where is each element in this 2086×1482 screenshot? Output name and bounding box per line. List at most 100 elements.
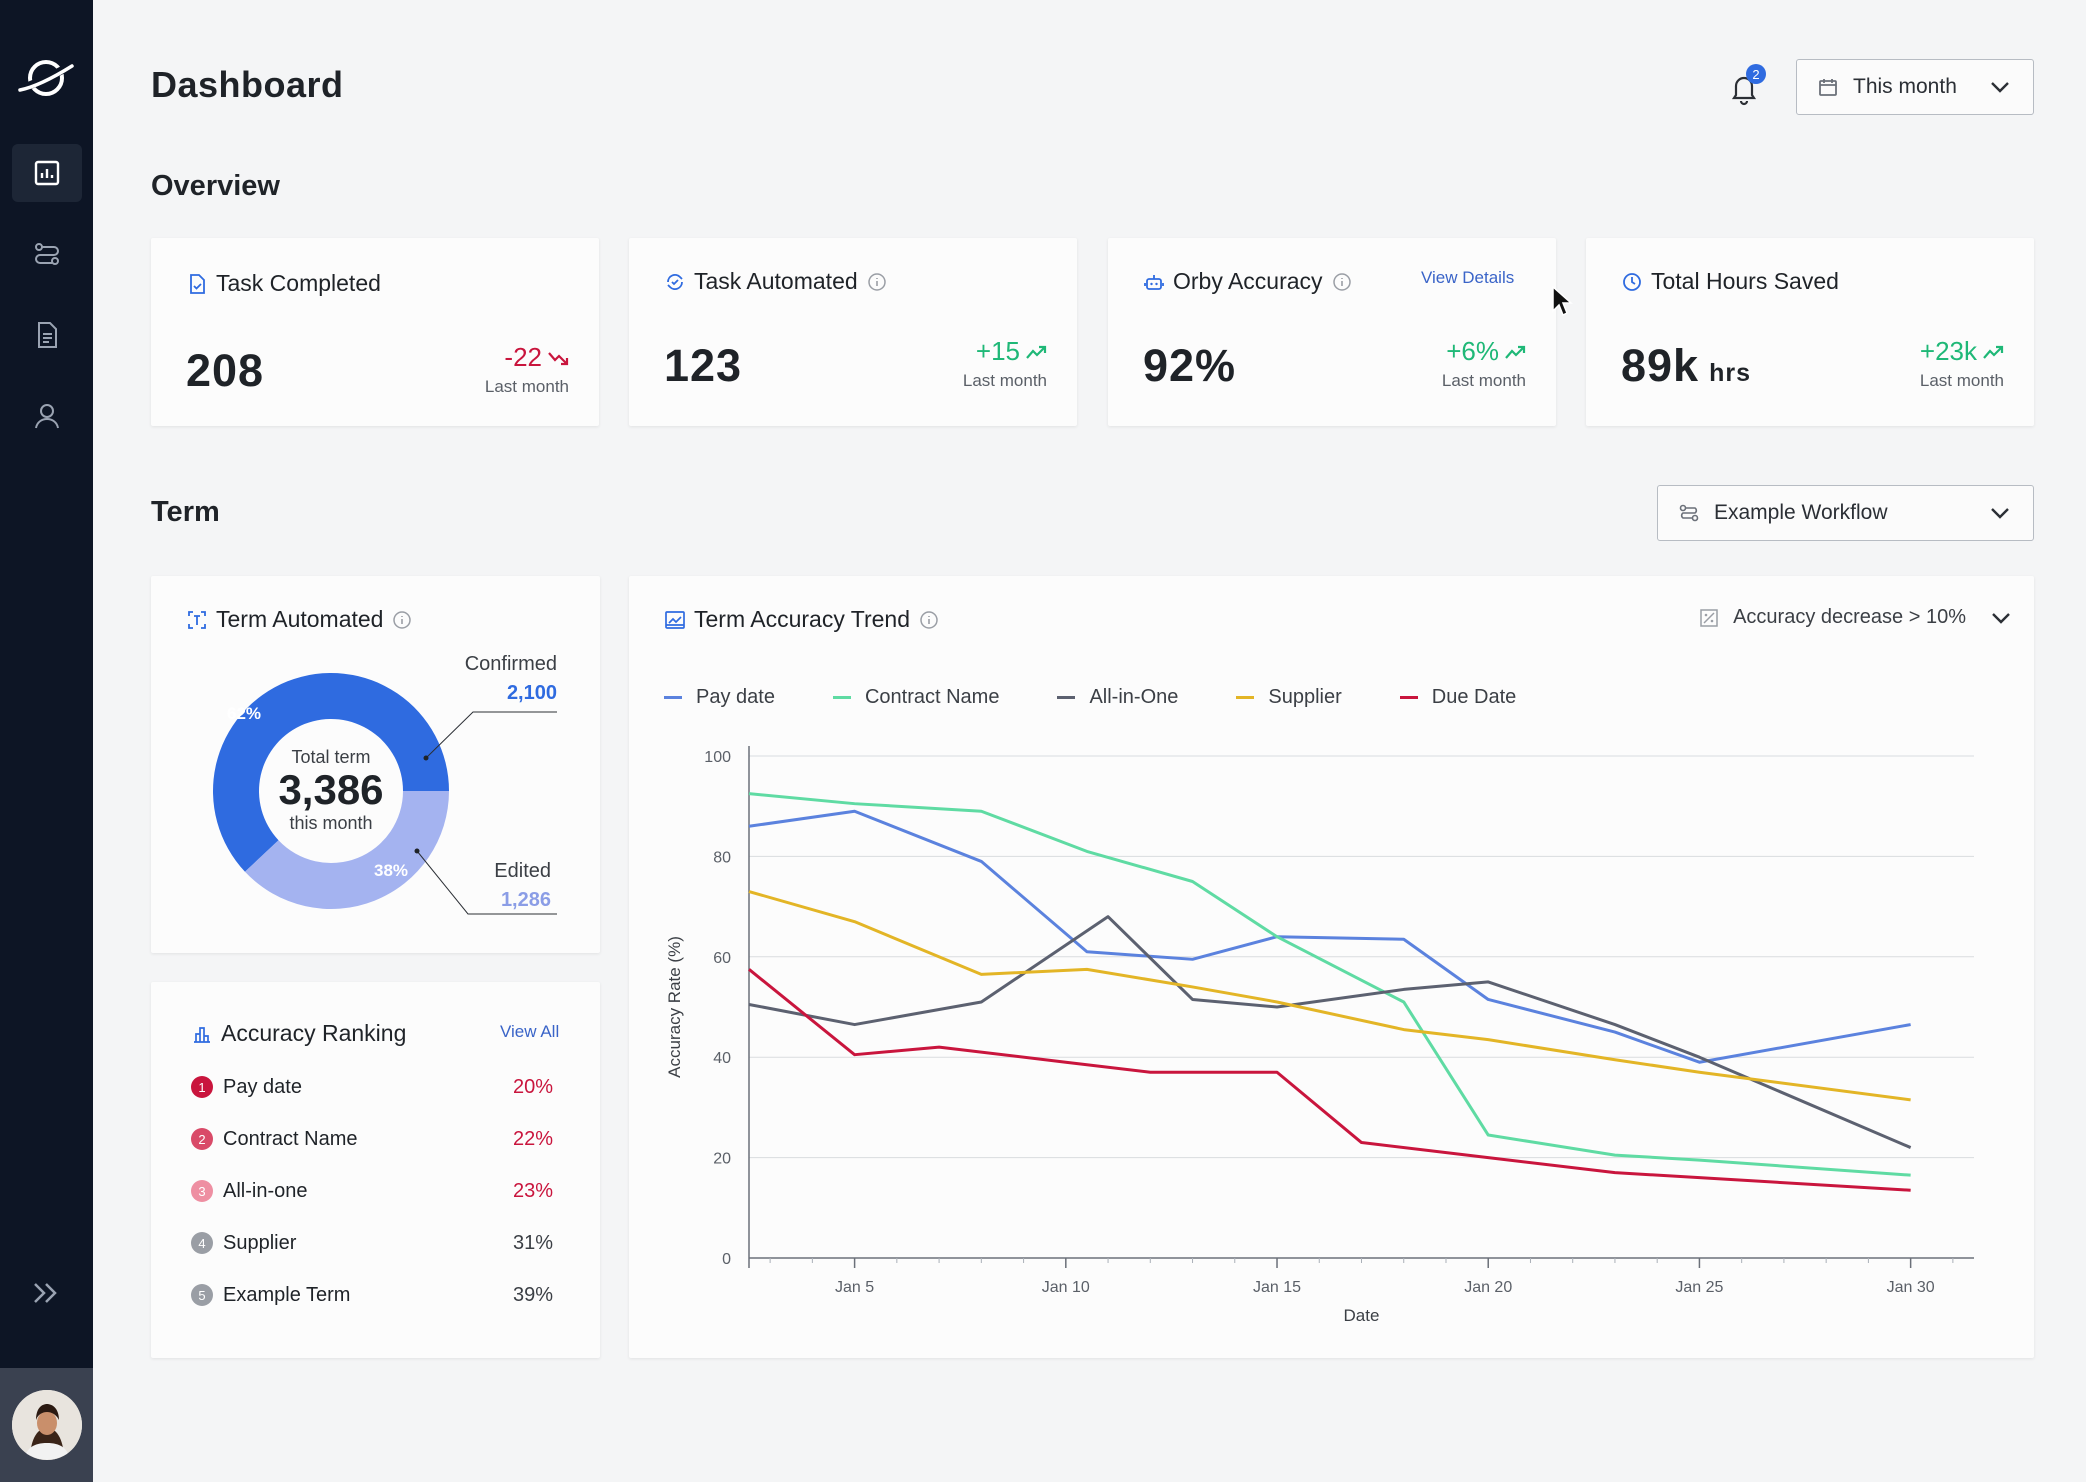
workflow-select-value: Example Workflow	[1714, 501, 1888, 524]
ranking-row[interactable]: 5 Example Term 39%	[191, 1280, 553, 1310]
legend-item[interactable]: All-in-One	[1057, 686, 1178, 709]
accuracy-filter-select[interactable]: Accuracy decrease > 10%	[1699, 606, 2012, 629]
ranking-row[interactable]: 2 Contract Name 22%	[191, 1124, 553, 1154]
clock-icon	[1623, 272, 1641, 291]
donut-slice-confirmed[interactable]	[212, 673, 449, 872]
trend-up-icon	[1026, 345, 1047, 359]
trend-down-icon	[548, 351, 569, 365]
chevron-down-icon	[1991, 82, 2009, 93]
rank-number-badge: 4	[191, 1232, 213, 1254]
nav-documents-button[interactable]	[12, 306, 82, 364]
accuracy-ranking-card: Accuracy Ranking View All 1 Pay date 20% 2 C…	[151, 982, 600, 1358]
legend-item[interactable]: Pay date	[664, 686, 775, 709]
stat-delta-label: Last month	[1919, 371, 2004, 390]
ranking-row[interactable]: 4 Supplier 31%	[191, 1228, 553, 1258]
nav-users-button[interactable]	[12, 387, 82, 445]
profile-area[interactable]	[0, 1368, 93, 1482]
rank-accuracy-pct: 23%	[512, 1179, 553, 1202]
info-icon[interactable]	[867, 272, 887, 292]
term-automated-title: Term Automated	[216, 606, 384, 632]
legend-swatch	[1057, 696, 1076, 699]
user-icon	[35, 404, 59, 429]
term-automated-donut: 62% 38% Total term 3,386 this month Conf…	[212, 653, 557, 915]
rank-term-name: Supplier	[223, 1231, 297, 1254]
y-tick-label: 40	[713, 1050, 731, 1067]
accuracy-trend-chart: 0 20 40 60 80 100 Jan 5 Jan 10 Jan 15 Jan 20 Jan 2…	[665, 746, 1974, 1325]
view-details-link[interactable]: View Details	[1421, 268, 1515, 287]
info-icon[interactable]	[392, 610, 412, 630]
y-tick-label: 0	[722, 1251, 731, 1268]
confirmed-pct-label: 62%	[227, 704, 261, 723]
workflow-icon	[35, 243, 59, 265]
line-chart-icon	[665, 610, 685, 629]
avatar[interactable]	[11, 1390, 82, 1460]
ranking-row[interactable]: 3 All-in-one 23%	[191, 1176, 553, 1206]
donut-slice-edited[interactable]	[244, 791, 449, 909]
rank-accuracy-pct: 22%	[512, 1127, 553, 1150]
period-select-value: This month	[1853, 75, 1957, 98]
edited-value: 1,286	[501, 889, 551, 911]
trend-up-icon	[1983, 345, 2004, 359]
notification-badge: 2	[1746, 64, 1766, 84]
series-line-supplier	[748, 890, 1911, 1102]
confirmed-value: 2,100	[507, 682, 557, 704]
stat-value: 123	[664, 340, 743, 391]
rank-number-badge: 3	[191, 1180, 213, 1202]
legend-swatch	[832, 696, 851, 699]
stat-unit: hrs	[1709, 359, 1751, 387]
term-automated-card: Term Automated 62% 38% Total term 3,386 …	[151, 576, 600, 953]
document-icon	[38, 322, 57, 348]
nav-dashboard-button[interactable]	[12, 144, 82, 202]
confirmed-label: Confirmed	[465, 653, 557, 675]
confirmed-leader-dot	[423, 755, 429, 761]
donut-total-label: Total term	[291, 747, 370, 767]
x-tick-label: Jan 15	[1253, 1279, 1301, 1296]
y-tick-label: 80	[713, 849, 731, 866]
info-icon[interactable]	[919, 610, 939, 630]
y-tick-label: 60	[713, 950, 731, 967]
workflow-select[interactable]: Example Workflow	[1657, 485, 2034, 541]
rank-accuracy-pct: 39%	[512, 1283, 553, 1306]
chevron-down-icon	[1991, 508, 2009, 519]
stat-delta: +23k	[1919, 336, 1977, 366]
rank-term-name: Contract Name	[223, 1127, 358, 1150]
rank-term-name: Example Term	[223, 1283, 351, 1306]
file-check-icon	[190, 273, 205, 294]
calendar-icon	[1819, 79, 1837, 96]
stat-delta-label: Last month	[962, 371, 1047, 390]
x-tick-label: Jan 20	[1464, 1279, 1512, 1296]
series-line-contract-name	[748, 792, 1911, 1177]
x-tick-label: Jan 30	[1887, 1279, 1935, 1296]
stat-card-orby-accuracy: Orby Accuracy View Details 92% +6% Last …	[1108, 238, 1556, 426]
orby-logo-icon[interactable]	[16, 54, 76, 102]
legend-label: Pay date	[696, 686, 775, 708]
view-all-link[interactable]: View All	[500, 1022, 560, 1041]
period-select[interactable]: This month	[1796, 59, 2034, 115]
mouse-cursor-icon	[1552, 285, 1573, 317]
y-axis-label: Accuracy Rate (%)	[665, 936, 684, 1078]
ranking-row[interactable]: 1 Pay date 20%	[191, 1072, 553, 1102]
stat-card-title: Total Hours Saved	[1651, 268, 1839, 294]
expand-sidebar-button[interactable]	[28, 1278, 64, 1308]
x-axis-label: Date	[1344, 1306, 1380, 1325]
legend-swatch	[1236, 696, 1255, 699]
stat-delta: +15	[975, 336, 1020, 366]
confirmed-leader-line	[425, 711, 557, 759]
edited-label: Edited	[494, 860, 551, 882]
accuracy-filter-value: Accuracy decrease > 10%	[1733, 606, 1966, 628]
trend-up-icon	[1505, 345, 1526, 359]
legend-item[interactable]: Supplier	[1236, 686, 1342, 709]
legend-item[interactable]: Contract Name	[832, 686, 999, 709]
info-icon[interactable]	[1332, 272, 1352, 292]
stat-card-title: Task Automated	[694, 268, 858, 294]
y-tick-label: 20	[713, 1151, 731, 1168]
double-chevron-right-icon	[34, 1283, 57, 1303]
robot-icon	[1144, 274, 1164, 290]
edited-leader-dot	[414, 848, 420, 854]
accuracy-ranking-title: Accuracy Ranking	[221, 1020, 407, 1046]
rank-term-name: Pay date	[223, 1075, 302, 1098]
nav-workflows-button[interactable]	[12, 225, 82, 283]
stat-card-title: Orby Accuracy	[1173, 268, 1323, 294]
legend-item[interactable]: Due Date	[1399, 686, 1516, 709]
term-accuracy-trend-card: Term Accuracy Trend Accuracy decrease > …	[629, 576, 2034, 1358]
